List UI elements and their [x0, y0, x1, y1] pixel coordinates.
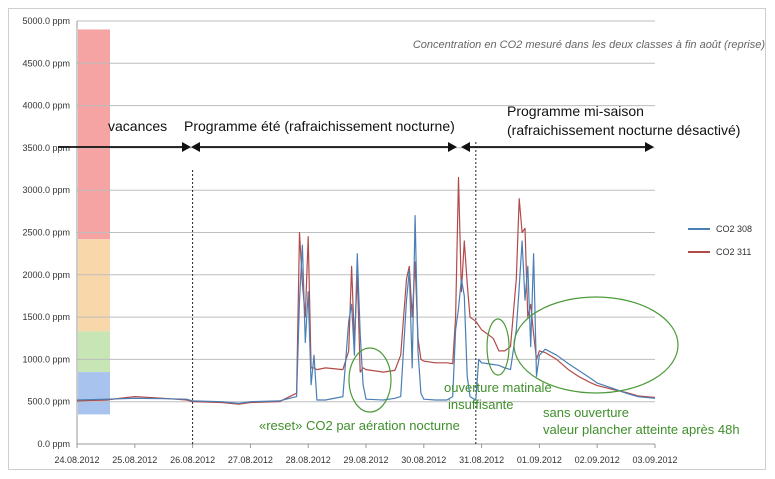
- x-tick-label: 02.09.2012: [575, 455, 620, 465]
- x-tick-label: 28.08.2012: [286, 455, 331, 465]
- ellipse-ouverture: [486, 318, 510, 376]
- label-mi-saison-2: (rafraichissement nocturne désactivé): [507, 122, 740, 138]
- x-tick-label: 27.08.2012: [228, 455, 273, 465]
- x-tick-label: 25.08.2012: [112, 455, 157, 465]
- y-tick-label: 3500.0 ppm: [22, 143, 70, 153]
- y-tick-label: 4000.0 ppm: [22, 101, 70, 111]
- y-tick-label: 3000.0 ppm: [22, 185, 70, 195]
- y-tick-label: 5000.0 ppm: [22, 16, 70, 26]
- series-lines: [76, 176, 656, 405]
- legend-label-1: CO2 311: [716, 247, 751, 257]
- ellipse-sans-ouverture: [513, 296, 679, 394]
- y-tick-label: 0.0 ppm: [37, 439, 70, 449]
- label-mi-saison-1: Programme mi-saison: [507, 103, 644, 119]
- legend: CO2 308 CO2 311: [688, 224, 752, 257]
- label-ouverture-1: ouverture matinale: [444, 380, 552, 395]
- phase-separators: [192, 142, 477, 444]
- x-tick-label: 03.09.2012: [632, 455, 677, 465]
- annotations: Concentration en CO2 mesuré dans les deu…: [58, 39, 765, 437]
- label-vacances: vacances: [108, 118, 167, 134]
- label-sans-1: sans ouverture: [543, 405, 629, 420]
- y-tick-label: 1000.0 ppm: [22, 354, 70, 364]
- ellipse-reset: [348, 347, 392, 413]
- chart-title: Concentration en CO2 mesuré dans les deu…: [413, 39, 766, 51]
- comfort-band-0: [78, 29, 110, 240]
- comfort-band-3: [78, 372, 110, 415]
- arrow-ete-left: [191, 142, 200, 152]
- comfort-bands: [78, 29, 110, 415]
- y-tick-label: 500.0 ppm: [27, 397, 70, 407]
- label-sans-2: valeur plancher atteinte après 48h: [543, 422, 740, 437]
- y-axis-ticks: 0.0 ppm 500.0 ppm 1000.0 ppm 1500.0 ppm 2000…: [22, 16, 70, 449]
- label-reset: «reset» CO2 par aération nocturne: [259, 418, 460, 433]
- x-tick-label: 29.08.2012: [343, 455, 388, 465]
- x-tick-label: 30.08.2012: [401, 455, 446, 465]
- x-tick-label: 24.08.2012: [54, 455, 99, 465]
- label-ouverture-2: insuffisante: [448, 397, 514, 412]
- y-tick-label: 2500.0 ppm: [22, 228, 70, 238]
- label-programme-ete: Programme été (rafraichissement nocturne…: [184, 118, 455, 134]
- arrow-mi-saison-right: [645, 142, 654, 152]
- arrow-ete-right: [448, 142, 457, 152]
- grid-lines: [76, 20, 655, 445]
- x-axis-ticks: 24.08.2012 25.08.2012 26.08.2012 27.08.2012…: [54, 444, 678, 465]
- legend-label-0: CO2 308: [716, 224, 752, 234]
- chart-frame: [8, 8, 766, 470]
- x-tick-label: 01.09.2012: [517, 455, 562, 465]
- comfort-band-1: [78, 239, 110, 332]
- arrow-mi-saison-left: [461, 142, 470, 152]
- y-tick-label: 4500.0 ppm: [22, 58, 70, 68]
- y-tick-label: 1500.0 ppm: [22, 312, 70, 322]
- series-line-co2-311: [76, 176, 656, 405]
- y-tick-label: 2000.0 ppm: [22, 270, 70, 280]
- x-tick-label: 31.08.2012: [459, 455, 504, 465]
- series-line-co2-308: [76, 215, 656, 404]
- x-tick-label: 26.08.2012: [170, 455, 215, 465]
- comfort-band-2: [78, 331, 110, 373]
- arrow-vacances-head: [182, 142, 191, 152]
